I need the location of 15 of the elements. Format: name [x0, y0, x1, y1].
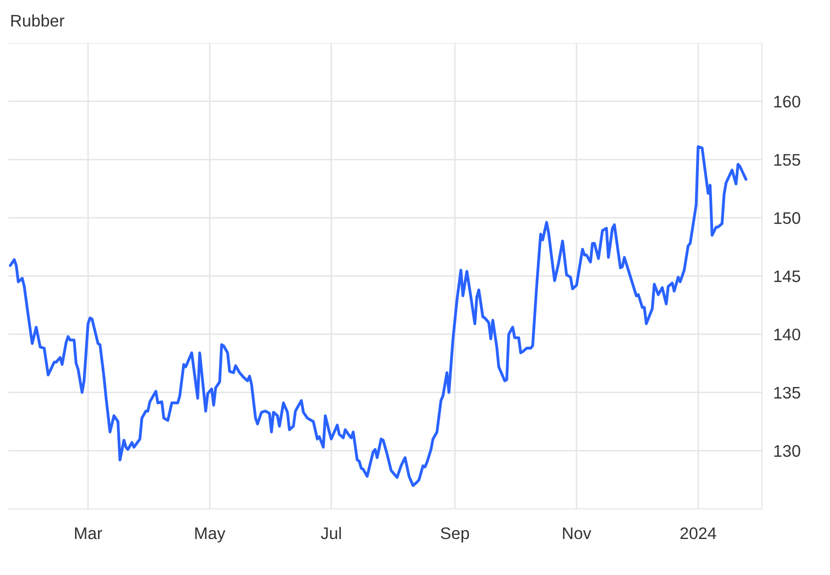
x-tick-label: Jul — [320, 526, 341, 540]
chart-title: Rubber — [11, 14, 64, 27]
y-tick-label: 160 — [774, 96, 800, 108]
y-tick-label: 140 — [774, 328, 800, 340]
y-tick-label: 130 — [774, 445, 800, 457]
y-tick-label: 155 — [774, 154, 800, 166]
line-series — [8, 145, 748, 487]
x-tick-label: 2024 — [680, 527, 716, 540]
y-tick-label: 135 — [774, 386, 800, 399]
x-tick-label: Sep — [440, 527, 470, 542]
x-tick-label: Mar — [75, 528, 102, 540]
x-tick-label: Nov — [563, 528, 592, 540]
x-tick-label: May — [195, 528, 226, 542]
y-tick-label: 150 — [774, 212, 800, 224]
y-tick-label: 145 — [774, 270, 800, 282]
